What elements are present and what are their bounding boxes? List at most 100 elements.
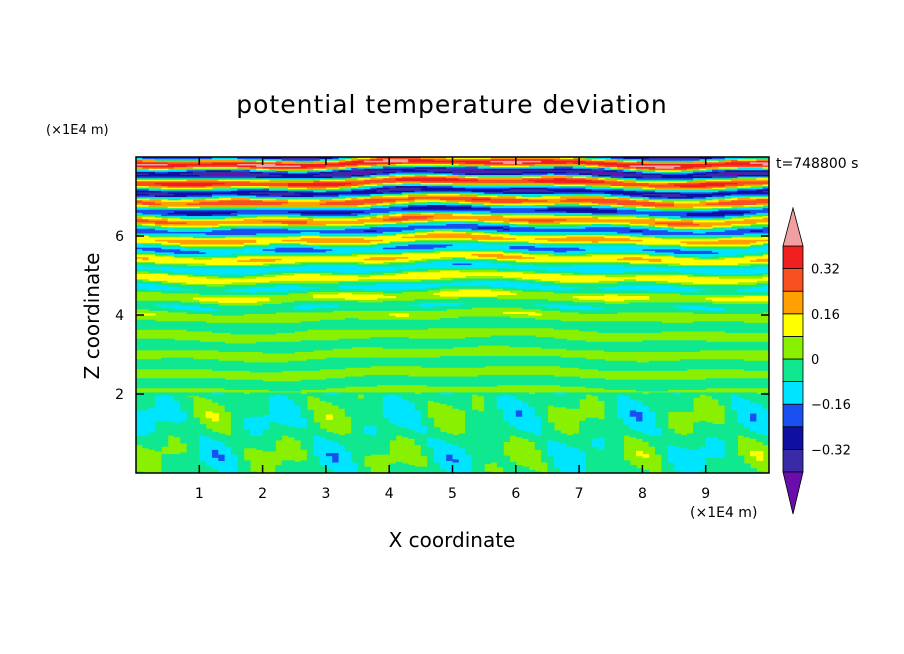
contour-cell <box>617 406 625 409</box>
contour-cell <box>256 422 264 425</box>
contour-cell <box>547 382 555 386</box>
contour-cell <box>205 458 213 461</box>
contour-cell <box>414 442 422 446</box>
contour-cell <box>205 360 213 363</box>
contour-cell <box>553 442 561 446</box>
contour-cell <box>693 422 700 425</box>
contour-cell <box>439 376 447 379</box>
contour-cell <box>705 471 713 473</box>
contour-cell <box>477 430 485 433</box>
contour-cell <box>724 386 732 389</box>
contour-cell <box>718 379 726 382</box>
contour-cell <box>667 460 675 463</box>
contour-cell <box>306 465 314 468</box>
contour-cell <box>199 452 207 455</box>
contour-cell <box>648 379 656 382</box>
contour-cell <box>452 381 460 384</box>
contour-cell <box>363 408 371 411</box>
contour-cell <box>338 458 346 461</box>
contour-cell <box>566 405 574 408</box>
contour-cell <box>642 419 650 422</box>
contour-cell <box>484 450 492 454</box>
contour-cell <box>610 450 618 454</box>
contour-cell <box>230 468 238 471</box>
contour-cell <box>522 360 530 363</box>
contour-cell <box>363 397 371 400</box>
contour-cell <box>547 471 555 473</box>
contour-cell <box>357 428 365 431</box>
contour-cell <box>503 401 511 405</box>
contour-cell <box>243 442 251 446</box>
contour-cell <box>180 468 188 471</box>
contour-cell <box>598 395 606 398</box>
contour-cell <box>484 401 492 405</box>
contour-cell <box>401 471 409 473</box>
contour-cell <box>313 466 321 469</box>
contour-cell <box>477 460 485 463</box>
contour-cell <box>427 455 435 458</box>
contour-cell <box>604 465 612 468</box>
contour-cell <box>256 409 264 412</box>
contour-cell <box>427 382 435 386</box>
contour-cell <box>344 384 352 387</box>
contour-cell <box>528 397 536 400</box>
contour-cell <box>186 363 194 367</box>
contour-cell <box>724 411 732 414</box>
contour-cell <box>515 465 523 468</box>
contour-cell <box>528 362 536 365</box>
contour-cell <box>629 395 637 398</box>
contour-cell <box>401 378 409 381</box>
contour-cell <box>699 363 707 367</box>
contour-cell <box>693 386 700 389</box>
contour-cell <box>275 424 283 427</box>
contour-cell <box>154 405 162 408</box>
contour-cell <box>661 428 669 431</box>
contour-cell <box>161 360 169 363</box>
contour-cell <box>389 379 397 382</box>
contour-cell <box>427 428 435 431</box>
contour-cell <box>401 394 409 397</box>
contour-cell <box>585 458 593 461</box>
contour-cell <box>623 406 631 409</box>
contour-cell <box>705 469 713 473</box>
contour-cell <box>598 360 606 363</box>
contour-cell <box>680 436 688 439</box>
contour-cell <box>712 444 719 447</box>
contour-cell <box>154 436 162 439</box>
contour-cell <box>452 405 460 408</box>
contour-cell <box>452 384 460 387</box>
contour-cell <box>344 465 352 468</box>
contour-cell <box>148 412 156 416</box>
contour-cell <box>718 468 726 471</box>
contour-cell <box>496 412 504 416</box>
contour-cell <box>237 397 245 400</box>
contour-cell <box>553 435 561 438</box>
contour-cell <box>389 463 397 466</box>
contour-cell <box>237 420 245 424</box>
contour-cell <box>192 433 200 436</box>
contour-cell <box>180 460 188 463</box>
contour-cell <box>680 454 688 457</box>
contour-cell <box>636 401 643 405</box>
contour-cell <box>382 433 390 436</box>
contour-cell <box>617 457 625 460</box>
contour-cell <box>344 398 352 401</box>
contour-cell <box>344 446 352 449</box>
contour-cell <box>433 400 441 403</box>
contour-cell <box>705 431 713 435</box>
contour-cell <box>389 375 397 378</box>
contour-cell <box>471 439 479 442</box>
contour-cell <box>344 466 352 469</box>
contour-cell <box>756 398 764 401</box>
contour-cell <box>515 375 523 378</box>
contour-cell <box>395 468 403 471</box>
contour-cell <box>395 424 403 427</box>
contour-cell <box>553 458 561 461</box>
contour-cell <box>762 436 769 439</box>
contour-cell <box>136 400 143 403</box>
contour-cell <box>275 438 283 441</box>
contour-cell <box>712 379 719 382</box>
contour-cell <box>762 424 769 427</box>
contour-cell <box>477 419 485 422</box>
contour-cell <box>629 400 637 403</box>
